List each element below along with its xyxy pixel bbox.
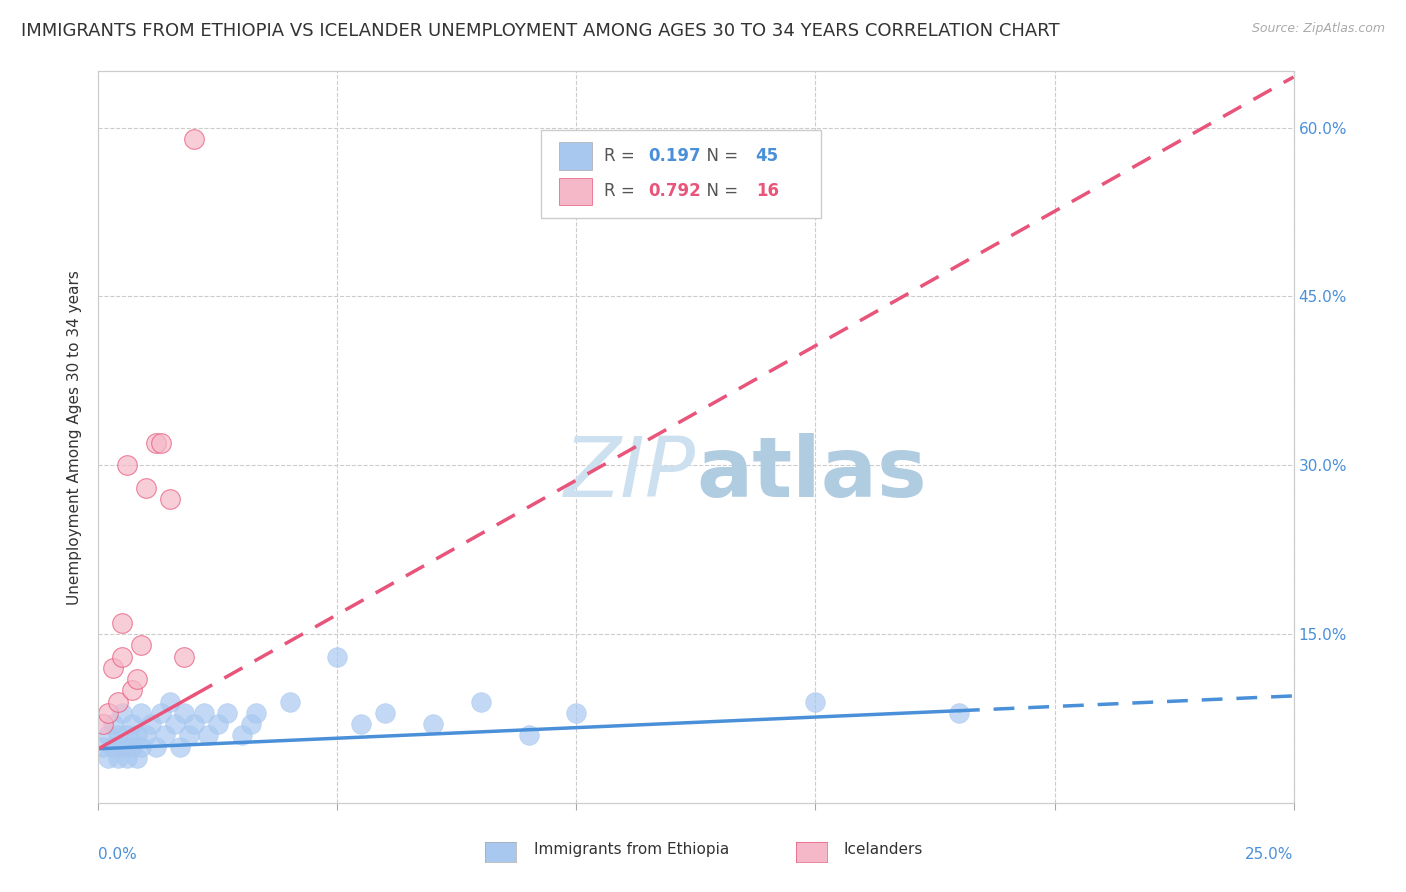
Point xyxy=(107,694,129,708)
Point xyxy=(111,706,134,720)
Point xyxy=(159,694,181,708)
Point xyxy=(135,728,157,742)
Text: 45: 45 xyxy=(756,147,779,165)
Point xyxy=(101,739,124,754)
Point xyxy=(97,751,120,765)
Point xyxy=(173,706,195,720)
Point xyxy=(197,728,219,742)
Point xyxy=(111,739,134,754)
Text: R =: R = xyxy=(605,147,640,165)
FancyBboxPatch shape xyxy=(541,130,821,218)
Point xyxy=(121,739,143,754)
Point xyxy=(121,717,143,731)
Point xyxy=(163,717,186,731)
Point xyxy=(240,717,263,731)
Point xyxy=(217,706,239,720)
Point xyxy=(231,728,253,742)
Point xyxy=(115,458,138,473)
FancyBboxPatch shape xyxy=(558,178,592,205)
Text: 0.197: 0.197 xyxy=(648,147,700,165)
Point xyxy=(326,649,349,664)
Point xyxy=(125,672,148,686)
Point xyxy=(111,615,134,630)
Point xyxy=(125,728,148,742)
Point xyxy=(948,706,970,720)
Point xyxy=(565,706,588,720)
Text: 0.0%: 0.0% xyxy=(98,847,138,862)
Point xyxy=(101,661,124,675)
Point xyxy=(121,683,143,698)
Point xyxy=(422,717,444,731)
Text: ZIP: ZIP xyxy=(564,434,696,514)
Point xyxy=(135,481,157,495)
Point xyxy=(183,132,205,146)
Text: N =: N = xyxy=(696,147,744,165)
Point xyxy=(115,751,138,765)
Point xyxy=(804,694,827,708)
Text: Immigrants from Ethiopia: Immigrants from Ethiopia xyxy=(534,842,730,856)
Point xyxy=(350,717,373,731)
FancyBboxPatch shape xyxy=(558,142,592,170)
Text: 0.792: 0.792 xyxy=(648,183,702,201)
Point xyxy=(91,717,114,731)
Y-axis label: Unemployment Among Ages 30 to 34 years: Unemployment Among Ages 30 to 34 years xyxy=(67,269,83,605)
Point xyxy=(131,638,153,652)
Point xyxy=(125,751,148,765)
Point xyxy=(245,706,267,720)
Point xyxy=(149,706,172,720)
Point xyxy=(111,649,134,664)
Point xyxy=(101,717,124,731)
Point xyxy=(470,694,492,708)
Point xyxy=(183,717,205,731)
Point xyxy=(159,491,181,506)
Point xyxy=(139,717,162,731)
Point xyxy=(149,435,172,450)
Point xyxy=(173,649,195,664)
Point xyxy=(97,706,120,720)
Point xyxy=(91,739,114,754)
Point xyxy=(97,728,120,742)
Point xyxy=(278,694,301,708)
Text: IMMIGRANTS FROM ETHIOPIA VS ICELANDER UNEMPLOYMENT AMONG AGES 30 TO 34 YEARS COR: IMMIGRANTS FROM ETHIOPIA VS ICELANDER UN… xyxy=(21,22,1060,40)
Text: atlas: atlas xyxy=(696,434,927,514)
Point xyxy=(107,751,129,765)
Point xyxy=(374,706,396,720)
Point xyxy=(115,728,138,742)
Point xyxy=(131,739,153,754)
Point xyxy=(145,739,167,754)
Text: N =: N = xyxy=(696,183,744,201)
Point xyxy=(517,728,540,742)
Text: 16: 16 xyxy=(756,183,779,201)
Point xyxy=(145,435,167,450)
Point xyxy=(131,706,153,720)
Point xyxy=(107,728,129,742)
Point xyxy=(207,717,229,731)
Point xyxy=(193,706,215,720)
Text: Source: ZipAtlas.com: Source: ZipAtlas.com xyxy=(1251,22,1385,36)
Point xyxy=(179,728,201,742)
Text: R =: R = xyxy=(605,183,640,201)
Text: 25.0%: 25.0% xyxy=(1246,847,1294,862)
Point xyxy=(169,739,191,754)
Text: Icelanders: Icelanders xyxy=(844,842,922,856)
Point xyxy=(155,728,177,742)
